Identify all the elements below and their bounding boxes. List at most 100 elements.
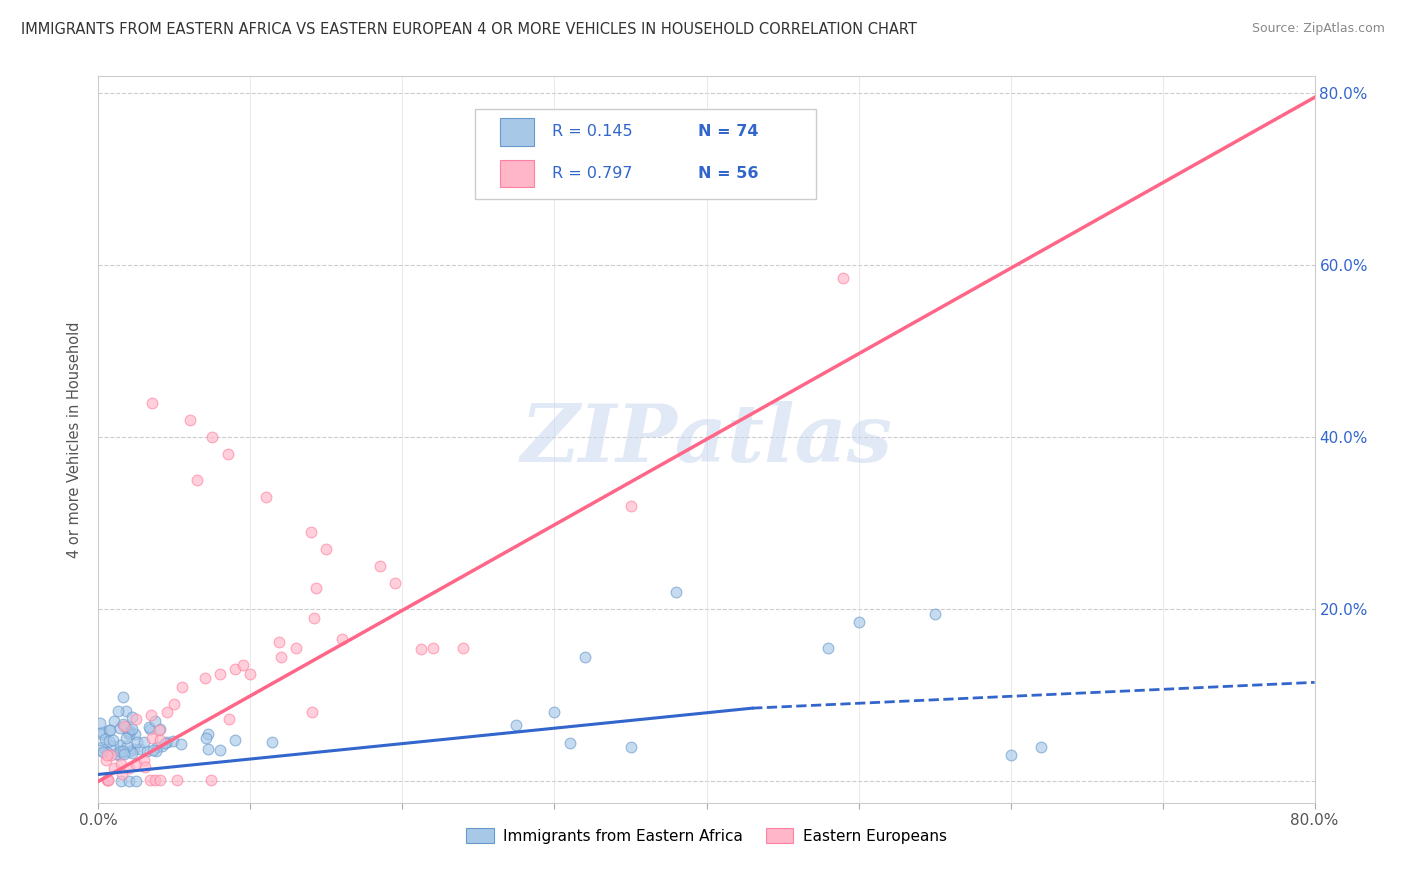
Point xyxy=(619,739,641,754)
Text: Source: ZipAtlas.com: Source: ZipAtlas.com xyxy=(1251,22,1385,36)
FancyBboxPatch shape xyxy=(499,160,534,187)
Point xyxy=(101,733,124,747)
Point xyxy=(170,737,193,751)
Point xyxy=(101,739,124,753)
Point xyxy=(112,747,135,761)
Text: R = 0.797: R = 0.797 xyxy=(553,166,633,181)
Point xyxy=(110,757,132,772)
Point xyxy=(108,743,131,757)
Point xyxy=(118,761,141,775)
Point xyxy=(302,610,325,624)
Point xyxy=(149,723,172,737)
Point xyxy=(254,491,277,505)
Point xyxy=(217,447,239,461)
Point xyxy=(186,473,208,487)
Point xyxy=(98,723,121,737)
Point xyxy=(121,746,143,760)
Point xyxy=(166,773,188,788)
Point xyxy=(127,735,149,749)
Point xyxy=(97,773,120,788)
Point xyxy=(129,741,152,756)
FancyBboxPatch shape xyxy=(499,118,534,145)
Point xyxy=(139,773,162,788)
Point xyxy=(148,723,170,737)
Point xyxy=(103,761,125,775)
Point xyxy=(299,524,322,539)
Point xyxy=(124,727,146,741)
Point xyxy=(114,745,136,759)
Point xyxy=(89,743,111,757)
Point xyxy=(179,413,201,427)
Point xyxy=(224,663,246,677)
Point xyxy=(125,712,148,726)
Point xyxy=(132,753,155,767)
Point xyxy=(139,707,162,722)
Point xyxy=(122,741,145,756)
Point xyxy=(665,180,688,194)
Point xyxy=(409,641,432,656)
Legend: Immigrants from Eastern Africa, Eastern Europeans: Immigrants from Eastern Africa, Eastern … xyxy=(460,822,953,850)
Point xyxy=(558,735,581,749)
Point xyxy=(100,748,122,763)
Point xyxy=(97,734,120,748)
Point xyxy=(301,705,323,719)
Point xyxy=(817,640,839,655)
Point xyxy=(832,271,855,285)
Point xyxy=(117,725,139,739)
Point xyxy=(194,671,217,685)
Point xyxy=(96,745,118,759)
Point xyxy=(156,735,179,749)
Point xyxy=(156,706,179,720)
Point xyxy=(111,767,134,781)
Point xyxy=(96,747,118,762)
Point xyxy=(110,774,132,789)
Point xyxy=(170,680,193,694)
Point xyxy=(422,640,444,655)
Point xyxy=(146,739,169,754)
Point xyxy=(330,632,353,647)
Point xyxy=(115,720,138,734)
Point xyxy=(125,757,148,772)
Point xyxy=(90,739,112,754)
FancyBboxPatch shape xyxy=(475,109,815,200)
Point xyxy=(453,640,475,655)
Y-axis label: 4 or more Vehicles in Household: 4 or more Vehicles in Household xyxy=(67,321,83,558)
Point xyxy=(197,741,219,756)
Point xyxy=(150,739,173,753)
Point xyxy=(94,731,117,746)
Point xyxy=(125,774,148,789)
Point xyxy=(112,717,135,731)
Point xyxy=(107,704,129,718)
Point xyxy=(111,690,134,705)
Point xyxy=(134,735,156,749)
Point xyxy=(141,396,163,410)
Point xyxy=(98,723,121,738)
Point xyxy=(1029,739,1052,754)
Point xyxy=(134,760,156,774)
Text: N = 74: N = 74 xyxy=(697,124,758,139)
Point xyxy=(118,727,141,741)
Point xyxy=(267,635,290,649)
Point xyxy=(200,773,222,788)
Point xyxy=(115,704,138,718)
Point xyxy=(924,607,946,621)
Point xyxy=(89,716,111,731)
Point xyxy=(143,773,166,788)
Point xyxy=(543,706,565,720)
Point xyxy=(209,666,232,681)
Text: ZIPatlas: ZIPatlas xyxy=(520,401,893,478)
Point xyxy=(108,721,131,735)
Point xyxy=(121,723,143,737)
Point xyxy=(139,722,162,736)
Point xyxy=(90,725,112,739)
Point xyxy=(103,714,125,728)
Point xyxy=(201,430,224,444)
Point xyxy=(138,721,160,735)
Point xyxy=(149,732,172,747)
Point xyxy=(115,739,138,753)
Point xyxy=(97,773,120,788)
Point xyxy=(91,727,114,741)
Point xyxy=(110,738,132,752)
Point xyxy=(285,640,308,655)
Point xyxy=(121,710,143,724)
